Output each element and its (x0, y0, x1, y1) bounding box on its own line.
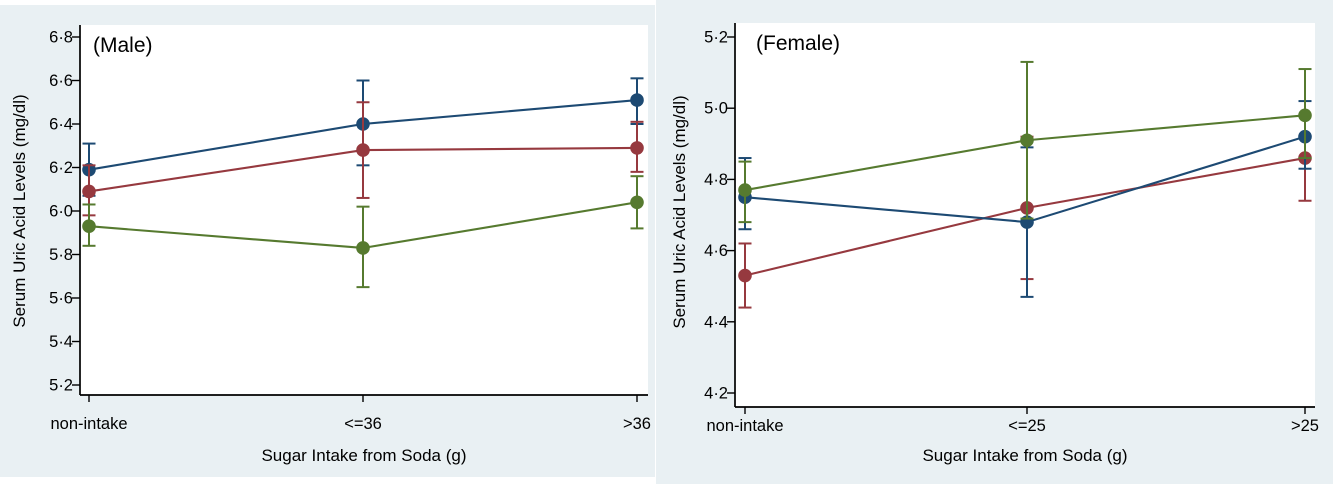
y-tick-label: 4·2 (704, 385, 728, 403)
y-tick-label: 4·8 (704, 171, 728, 189)
plot-area (735, 23, 1315, 407)
data-point-marker (356, 143, 370, 157)
data-point-marker (630, 141, 644, 155)
data-point-marker (356, 241, 370, 255)
x-tick-label: <=25 (1008, 417, 1046, 435)
male-panel: 6·8 6·6 6·4 6·2 6·0 5·8 5·6 5·4 5·2 non-intake <=3… (0, 5, 655, 477)
female-plot-generated: 5·2 5·0 4·8 4·6 4·4 4·2 non-intake <=25 >25 (704, 23, 1319, 435)
data-point-marker (738, 268, 752, 283)
x-axis-title-female: Sugar Intake from Soda (g) (922, 446, 1127, 465)
x-tick-label: >36 (623, 415, 651, 433)
x-tick-label: >25 (1291, 417, 1319, 435)
y-axis-title-male: Serum Uric Acid Levels (mg/dl) (10, 94, 29, 327)
y-tick-label: 6·4 (49, 116, 73, 134)
y-axis-title-female: Serum Uric Acid Levels (mg/dl) (670, 95, 689, 328)
female-panel: 5·2 5·0 4·8 4·6 4·4 4·2 non-intake <=25 >25 (Fem… (656, 0, 1333, 484)
data-point-marker (630, 93, 644, 107)
x-axis-title-male: Sugar Intake from Soda (g) (261, 446, 466, 465)
male-chart: 6·8 6·6 6·4 6·2 6·0 5·8 5·6 5·4 5·2 non-intake <=3… (10, 25, 651, 465)
panel-title-female: (Female) (756, 32, 840, 55)
x-tick-label: non-intake (50, 415, 127, 433)
data-point-marker (738, 183, 752, 197)
female-chart: 5·2 5·0 4·8 4·6 4·4 4·2 non-intake <=25 >25 (Fem… (670, 23, 1319, 465)
y-tick-label: 6·6 (49, 72, 73, 90)
series-green (738, 60, 1312, 224)
y-tick-label: 4·4 (704, 313, 728, 331)
y-tick-label: 6·0 (49, 203, 73, 221)
data-point-marker (1298, 108, 1312, 123)
y-tick-label: 6·8 (49, 29, 73, 47)
panel-title-male: (Male) (93, 34, 153, 57)
series-maroon (82, 101, 644, 217)
y-tick-label: 5·2 (704, 29, 728, 47)
y-tick-label: 5·4 (49, 333, 73, 351)
series-green (82, 175, 644, 289)
y-tick-label: 4·6 (704, 242, 728, 260)
y-tick-label: 6·2 (49, 159, 73, 177)
data-point-marker (1020, 133, 1034, 148)
data-point-marker (82, 184, 96, 199)
data-point-marker (630, 195, 644, 210)
x-tick-label: non-intake (706, 417, 783, 435)
y-tick-label: 5·0 (704, 100, 728, 118)
y-tick-label: 5·6 (49, 290, 73, 308)
x-tick-label: <=36 (344, 415, 382, 433)
y-tick-label: 5·2 (49, 377, 73, 395)
data-point-marker (82, 219, 96, 234)
y-tick-label: 5·8 (49, 246, 73, 264)
male-plot-generated: 6·8 6·6 6·4 6·2 6·0 5·8 5·6 5·4 5·2 non-intake <=3… (49, 25, 651, 433)
